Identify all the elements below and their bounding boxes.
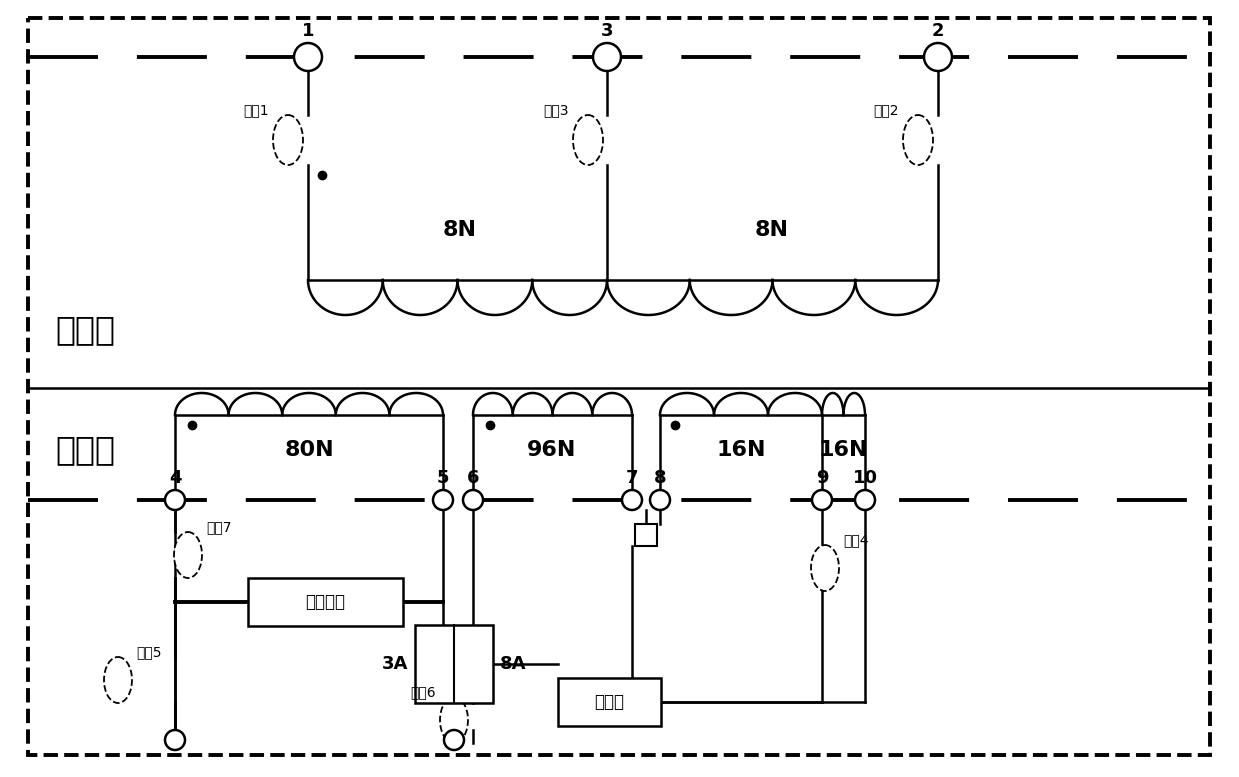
Circle shape bbox=[855, 490, 875, 510]
Ellipse shape bbox=[173, 532, 202, 578]
Circle shape bbox=[622, 490, 642, 510]
Ellipse shape bbox=[812, 545, 839, 591]
Circle shape bbox=[593, 43, 621, 71]
Text: 80N: 80N bbox=[284, 440, 333, 460]
Circle shape bbox=[650, 490, 670, 510]
Text: 位置2: 位置2 bbox=[873, 103, 900, 117]
Bar bbox=[248, 578, 403, 626]
Text: 8N: 8N bbox=[444, 220, 477, 240]
Circle shape bbox=[444, 730, 463, 750]
Text: 室外防雷: 室外防雷 bbox=[306, 593, 346, 611]
Text: 6: 6 bbox=[467, 469, 479, 487]
Ellipse shape bbox=[440, 697, 468, 743]
Circle shape bbox=[812, 490, 833, 510]
Text: 牵引圈: 牵引圈 bbox=[55, 313, 115, 347]
Text: 16N: 16N bbox=[716, 440, 766, 460]
Text: 8N: 8N bbox=[755, 220, 789, 240]
Text: 信号圈: 信号圈 bbox=[55, 434, 115, 466]
Text: 3: 3 bbox=[601, 22, 613, 40]
Text: 位置4: 位置4 bbox=[843, 533, 869, 547]
Text: 96N: 96N bbox=[528, 440, 576, 460]
Circle shape bbox=[294, 43, 322, 71]
Text: 2: 2 bbox=[932, 22, 944, 40]
Circle shape bbox=[432, 490, 453, 510]
Ellipse shape bbox=[903, 115, 933, 165]
Text: 3A: 3A bbox=[382, 655, 408, 673]
Circle shape bbox=[165, 730, 185, 750]
Text: 4: 4 bbox=[169, 469, 181, 487]
Text: 8: 8 bbox=[654, 469, 667, 487]
Text: 适配器: 适配器 bbox=[595, 693, 624, 711]
Ellipse shape bbox=[572, 115, 603, 165]
Text: 9: 9 bbox=[815, 469, 828, 487]
Text: 16N: 16N bbox=[818, 440, 867, 460]
Circle shape bbox=[924, 43, 952, 71]
Text: 5: 5 bbox=[437, 469, 450, 487]
Text: 1: 1 bbox=[302, 22, 315, 40]
Text: 7: 7 bbox=[626, 469, 638, 487]
Text: 位置5: 位置5 bbox=[136, 645, 161, 659]
Text: 位置7: 位置7 bbox=[206, 520, 232, 534]
Text: 8A: 8A bbox=[501, 655, 527, 673]
Text: 位置6: 位置6 bbox=[410, 685, 436, 699]
Ellipse shape bbox=[104, 657, 133, 703]
Bar bbox=[558, 678, 660, 726]
Circle shape bbox=[165, 490, 185, 510]
Circle shape bbox=[463, 490, 483, 510]
Text: 位置3: 位置3 bbox=[544, 103, 569, 117]
Bar bbox=[636, 524, 657, 546]
Bar bbox=[415, 625, 493, 703]
Ellipse shape bbox=[273, 115, 304, 165]
Text: 位置1: 位置1 bbox=[243, 103, 269, 117]
Text: 10: 10 bbox=[852, 469, 877, 487]
